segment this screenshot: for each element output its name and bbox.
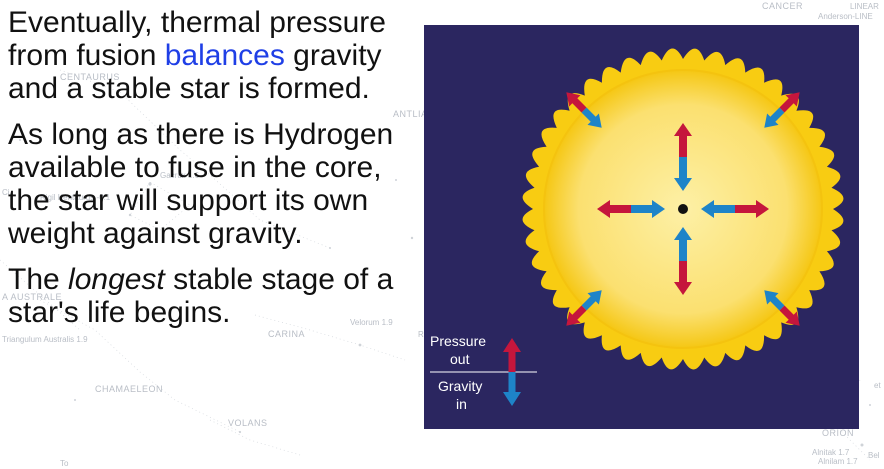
arrow-down (674, 227, 692, 295)
pressure-arrow (779, 305, 800, 326)
map-label-chamaeleon: CHAMAELEON (95, 384, 163, 394)
arrow-bottom-right (764, 290, 800, 326)
map-label-r: R (418, 330, 424, 339)
paragraph-longest-end: stable stage of a star's life begins. (8, 263, 394, 329)
arrow-top-left (566, 92, 602, 128)
legend-pressure: Pressure (430, 333, 486, 349)
legend-gravity-arrow (503, 372, 521, 406)
gravity-arrow (764, 290, 785, 311)
pressure-arrow (566, 305, 587, 326)
legend-out: out (450, 351, 470, 367)
map-label-volans: VOLANS (228, 418, 268, 428)
paragraph-balance-end: gravity and a stable star is formed. (8, 39, 382, 105)
pressure-arrow (674, 123, 692, 157)
paragraph-balance-start: Eventually, thermal pressure from fusion (8, 6, 386, 72)
gravity-arrow (701, 200, 735, 218)
map-label-ci: Ci (2, 188, 10, 197)
paragraph-balance: Eventually, thermal pressure from fusion… (8, 6, 418, 105)
map-label-gacrux: Gacrux 1.6 (160, 171, 200, 180)
arrow-right (701, 200, 769, 218)
pressure-arrow (566, 92, 587, 113)
core-dot (678, 204, 688, 214)
highlight-balances: balances (164, 39, 285, 72)
gravity-arrow (674, 157, 692, 191)
gravity-arrow (581, 107, 602, 128)
map-label-bel: Bel (868, 451, 880, 460)
gravity-arrow (631, 200, 665, 218)
gravity-arrow (764, 107, 785, 128)
force-arrows (566, 92, 800, 326)
legend-gravity: Gravity (438, 378, 482, 394)
pressure-arrow (735, 200, 769, 218)
map-label-carina: CARINA (268, 329, 305, 339)
map-label-et: et (874, 381, 881, 390)
map-label-orion: ORION (822, 428, 854, 438)
paragraph-longest: The longest stable stage of a star's lif… (8, 263, 418, 329)
map-label-a-australe: A AUSTRALE (2, 292, 62, 302)
paragraph-hydrogen: As long as there is Hydrogen available t… (8, 118, 394, 250)
legend-in: in (456, 396, 467, 412)
pressure-arrow (779, 92, 800, 113)
map-label-centaurus: CENTAURUS (60, 72, 120, 82)
hydrostatic-equilibrium-diagram: Pressure out Gravity in (424, 25, 859, 429)
map-label-cancer: CANCER (762, 1, 803, 11)
map-label-anderson: Anderson-LINE (818, 12, 873, 21)
legend-arrow-icon (503, 338, 521, 406)
map-label-to: To (60, 459, 69, 468)
legend-pressure-arrow (503, 338, 521, 372)
gravity-arrow (674, 227, 692, 261)
slide-text: Eventually, thermal pressure from fusion… (8, 6, 418, 342)
map-label-rigil: Rigil Kentaurus -0.1 (40, 193, 111, 202)
pressure-arrow (674, 261, 692, 295)
gravity-arrow (581, 290, 602, 311)
paragraph-longest-start: The (8, 263, 69, 296)
map-label-triangulum: Triangulum Australis 1.9 (2, 335, 88, 344)
arrow-left (597, 200, 665, 218)
arrow-bottom-left (566, 290, 602, 326)
map-label-antlia: ANTLIA (393, 109, 428, 119)
map-label-alnitak: Alnitak 1.7 (812, 448, 850, 457)
map-label-alnilam: Alnilam 1.7 (818, 457, 858, 466)
emphasis-longest: longest (68, 263, 165, 296)
map-label-linear: LINEAR (850, 2, 879, 11)
arrow-top-right (764, 92, 800, 128)
pressure-arrow (597, 200, 631, 218)
arrow-up (674, 123, 692, 191)
legend: Pressure out Gravity in (430, 333, 537, 412)
map-label-velorum: Velorum 1.9 (350, 318, 393, 327)
